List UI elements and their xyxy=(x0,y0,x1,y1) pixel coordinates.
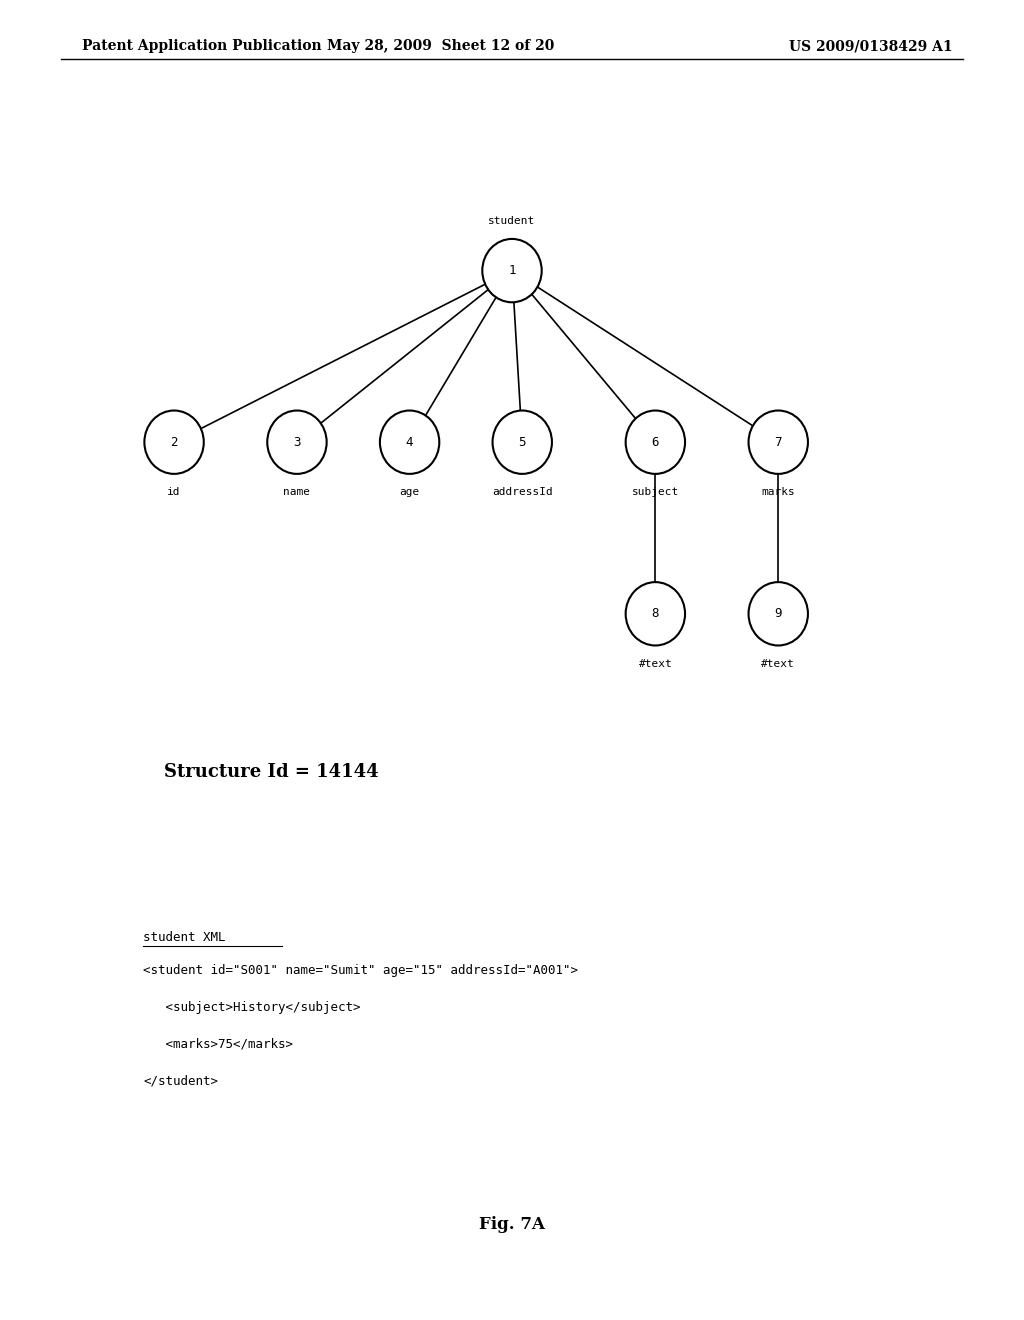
Text: Fig. 7A: Fig. 7A xyxy=(479,1217,545,1233)
Text: name: name xyxy=(284,487,310,498)
Text: </student>: </student> xyxy=(143,1074,218,1088)
Text: 6: 6 xyxy=(651,436,659,449)
Text: <marks>75</marks>: <marks>75</marks> xyxy=(143,1038,293,1051)
Ellipse shape xyxy=(267,411,327,474)
Text: <student id="S001" name="Sumit" age="15" addressId="A001">: <student id="S001" name="Sumit" age="15"… xyxy=(143,964,579,977)
Ellipse shape xyxy=(749,411,808,474)
Text: 1: 1 xyxy=(508,264,516,277)
Text: US 2009/0138429 A1: US 2009/0138429 A1 xyxy=(788,40,952,53)
Ellipse shape xyxy=(626,411,685,474)
Text: id: id xyxy=(167,487,181,498)
Text: #text: #text xyxy=(762,659,795,669)
Text: 8: 8 xyxy=(651,607,659,620)
Text: 2: 2 xyxy=(170,436,178,449)
Text: marks: marks xyxy=(762,487,795,498)
Text: Patent Application Publication: Patent Application Publication xyxy=(82,40,322,53)
Ellipse shape xyxy=(144,411,204,474)
Text: 5: 5 xyxy=(518,436,526,449)
Ellipse shape xyxy=(749,582,808,645)
Text: Structure Id = 14144: Structure Id = 14144 xyxy=(164,763,379,781)
Text: subject: subject xyxy=(632,487,679,498)
Text: age: age xyxy=(399,487,420,498)
Text: 7: 7 xyxy=(774,436,782,449)
Text: 4: 4 xyxy=(406,436,414,449)
Text: addressId: addressId xyxy=(492,487,553,498)
Ellipse shape xyxy=(380,411,439,474)
Text: 9: 9 xyxy=(774,607,782,620)
Text: <subject>History</subject>: <subject>History</subject> xyxy=(143,1001,360,1014)
Text: student: student xyxy=(488,215,536,226)
Text: 3: 3 xyxy=(293,436,301,449)
Text: #text: #text xyxy=(639,659,672,669)
Ellipse shape xyxy=(626,582,685,645)
Text: student XML: student XML xyxy=(143,931,226,944)
Ellipse shape xyxy=(482,239,542,302)
Text: May 28, 2009  Sheet 12 of 20: May 28, 2009 Sheet 12 of 20 xyxy=(327,40,554,53)
Ellipse shape xyxy=(493,411,552,474)
